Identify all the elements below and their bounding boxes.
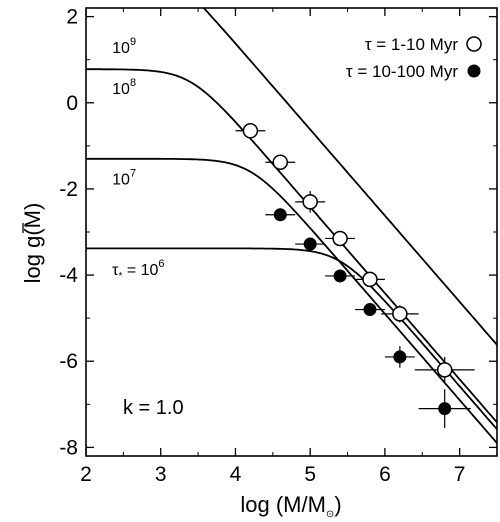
y-tick-label: -6 (59, 350, 78, 373)
open-data-point (392, 306, 408, 322)
curve-label: 107 (112, 168, 136, 189)
y-tick-label: -8 (59, 436, 78, 459)
x-axis-title: log (M/M⊙) (240, 492, 341, 520)
y-tick-label: 2 (66, 6, 78, 29)
filled-data-point (438, 402, 452, 416)
filled-data-point (363, 303, 377, 317)
legend-marker-open (466, 36, 482, 52)
model-curve (86, 157, 497, 444)
error-bars (235, 130, 475, 428)
filled-data-point (303, 237, 317, 251)
y-axis-title: log g(M) (20, 203, 45, 284)
x-tick-label: 6 (379, 463, 391, 486)
y-tick-label: 0 (66, 92, 78, 115)
model-curve (86, 247, 497, 430)
legend-label-old: τ = 10-100 Myr (346, 62, 458, 81)
x-tick-label: 7 (454, 463, 466, 486)
x-tick-label: 5 (304, 463, 316, 486)
tick-labels: 2 3 4 5 6 7 2 0 -2 -4 -6 -8 (59, 6, 465, 486)
model-curve (86, 68, 497, 423)
axes (85, 7, 498, 457)
y-tick-label: -4 (59, 264, 78, 287)
x-tick-label: 4 (230, 463, 242, 486)
open-data-point (332, 230, 348, 247)
data-points (242, 123, 453, 416)
open-data-point (302, 194, 318, 210)
legend-label-young: τ = 1-10 Myr (365, 35, 458, 54)
model-curves (86, 8, 497, 444)
curve-label: 108 (112, 77, 136, 98)
curve-label: 109 (112, 36, 136, 57)
x-tick-label: 2 (80, 463, 92, 486)
y-tick-label: -2 (59, 178, 78, 201)
svg-text:log g(M): log g(M) (20, 203, 45, 284)
x-tick-label: 3 (155, 463, 167, 486)
legend-marker-filled (467, 64, 481, 78)
k-label: k = 1.0 (123, 397, 184, 419)
open-data-point (272, 154, 289, 170)
open-data-point (362, 271, 378, 288)
open-data-point (436, 362, 453, 378)
legend: τ = 1-10 Myr τ = 10-100 Myr (346, 35, 482, 81)
curve-label: τ* = 106 (112, 258, 164, 282)
filled-data-point (333, 269, 347, 283)
open-data-point (242, 123, 259, 139)
annotations: 109 108 107 τ* = 106 (112, 36, 164, 282)
model-curve (202, 8, 497, 346)
filled-data-point (273, 208, 287, 222)
filled-data-point (393, 350, 407, 364)
